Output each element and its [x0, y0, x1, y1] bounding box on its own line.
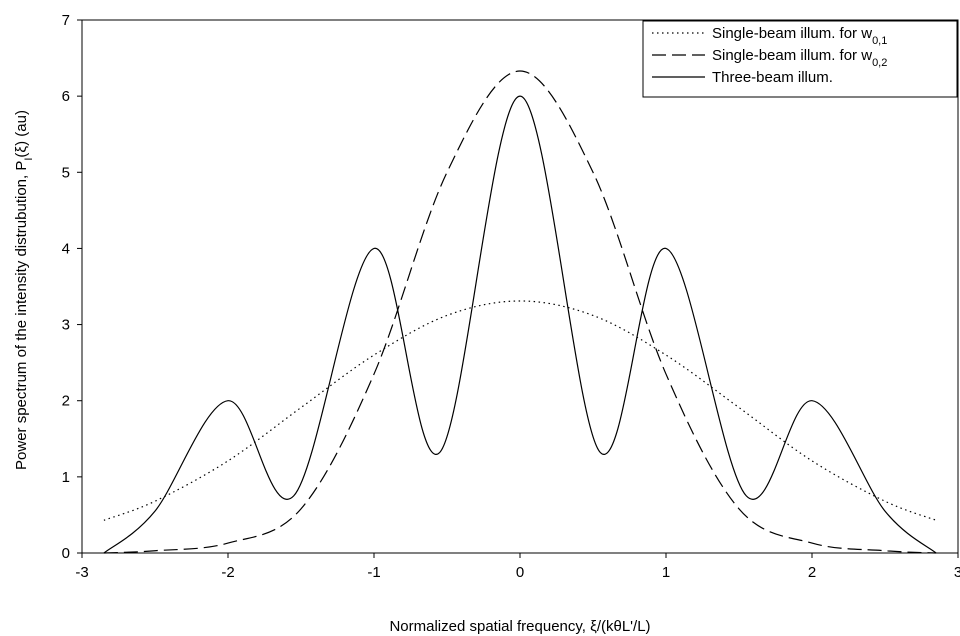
y-axis-label: Power spectrum of the intensity distrubu… — [13, 110, 35, 470]
x-tick-label: -2 — [221, 564, 234, 581]
y-tick-label: 2 — [62, 393, 70, 410]
series-line-dashed — [103, 70, 937, 554]
series-layer — [103, 70, 937, 554]
x-axis-label: Normalized spatial frequency, ξ/(kθL'/L) — [389, 618, 650, 635]
series-line-solid — [103, 95, 937, 554]
plot-frame — [81, 19, 959, 554]
y-tick-label: 0 — [62, 545, 70, 562]
series-line-dotted — [103, 300, 937, 521]
y-tick-label: 1 — [62, 469, 70, 486]
legend-box — [642, 20, 958, 98]
y-tick-label: 3 — [62, 317, 70, 334]
legend-label: Single-beam illum. for w0,1 — [712, 25, 887, 47]
legend-label: Three-beam illum. — [712, 69, 833, 86]
x-tick-label: 0 — [516, 564, 524, 581]
x-tick-label: 2 — [808, 564, 816, 581]
plot-area — [81, 19, 959, 554]
ticks-layer: -3 -2 -1 0 1 2 3 0 1 2 3 4 5 6 7 — [62, 12, 960, 581]
x-tick-label: 1 — [662, 564, 670, 581]
x-tick-label: -1 — [367, 564, 380, 581]
y-tick-label: 6 — [62, 88, 70, 105]
legend-label: Single-beam illum. for w0,2 — [712, 47, 887, 69]
y-tick-label: 7 — [62, 12, 70, 29]
x-tick-label: -3 — [75, 564, 88, 581]
x-tick-label: 3 — [954, 564, 960, 581]
y-tick-label: 5 — [62, 164, 70, 181]
y-tick-label: 4 — [62, 240, 70, 257]
